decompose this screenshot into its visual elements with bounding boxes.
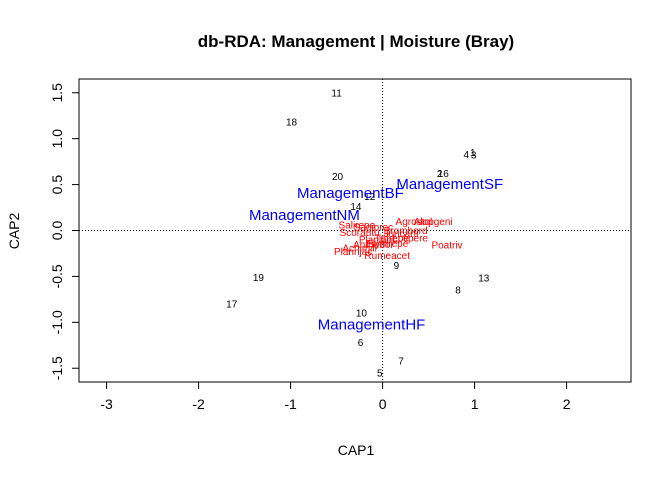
site-label: 14 <box>350 202 362 213</box>
y-tick-label: 0.5 <box>49 175 65 195</box>
site-label: 10 <box>356 309 368 320</box>
centroid-label: ManagementNM <box>249 207 360 224</box>
species-label: Agrostol <box>396 217 433 228</box>
species-label: Lolipere <box>392 233 428 244</box>
plot-frame <box>78 78 632 383</box>
site-label: 9 <box>394 261 400 272</box>
y-tick-label: 0.0 <box>49 221 65 241</box>
species-label: Rumeacet <box>364 251 410 262</box>
site-label: 6 <box>358 338 364 349</box>
site-label: 19 <box>253 273 265 284</box>
x-tick-label: 0 <box>379 396 387 412</box>
x-tick-label: -3 <box>100 396 113 412</box>
centroid-label: ManagementHF <box>318 316 426 333</box>
site-label: 11 <box>331 88 342 99</box>
species-label: Elymrepe <box>366 239 409 250</box>
site-label: 5 <box>377 368 383 379</box>
site-label: 18 <box>286 118 298 129</box>
y-tick-label: -1.5 <box>49 356 65 380</box>
site-label: 2 <box>437 169 443 180</box>
species-label: Scorautu <box>340 228 380 239</box>
species-label: Poatriv <box>431 241 462 252</box>
species-label: Trifrepe <box>375 233 410 244</box>
site-label: 3 <box>471 151 477 162</box>
x-tick-label: -1 <box>284 396 297 412</box>
species-label: Salirepe <box>338 220 375 231</box>
y-tick-label: -0.5 <box>49 264 65 288</box>
axes: -3 -2 -1 0 1 2-1.5-1.0-0.50.00.51.01.5 <box>49 83 571 412</box>
x-tick-label: 1 <box>471 396 479 412</box>
site-label: 12 <box>364 192 376 203</box>
chart-title: db-RDA: Management | Moisture (Bray) <box>198 32 514 51</box>
x-axis-title: CAP1 <box>338 442 375 458</box>
species-label: Achimill <box>342 243 376 254</box>
y-tick-label: 1.5 <box>49 83 65 103</box>
centroid-label: ManagementSF <box>396 176 503 193</box>
site-label: 20 <box>332 172 344 183</box>
site-label: 7 <box>398 356 404 367</box>
y-axis-title: CAP2 <box>6 213 22 250</box>
site-label: 1 <box>470 148 476 159</box>
species-label: Planlanc <box>359 235 397 246</box>
y-tick-label: 1.0 <box>49 129 65 149</box>
species-label: Bromhord <box>384 226 428 237</box>
site-label: 8 <box>455 286 461 297</box>
species-label: Plannjac <box>334 247 372 258</box>
x-tick-label: -2 <box>192 396 205 412</box>
centroid-label: ManagementBF <box>297 185 404 202</box>
site-label: 13 <box>478 274 490 285</box>
x-tick-label: 2 <box>563 396 571 412</box>
site-label: 4 <box>464 150 470 161</box>
site-label: 17 <box>226 299 238 310</box>
species-label: Anthodor <box>353 240 394 251</box>
species-label: Alopgeni <box>414 217 453 228</box>
species-label: Juncarti <box>383 229 418 240</box>
site-label: 16 <box>438 169 450 180</box>
reference-lines <box>79 79 631 382</box>
y-tick-label: -1.0 <box>49 310 65 334</box>
species-label: Sagiproc <box>354 222 393 233</box>
